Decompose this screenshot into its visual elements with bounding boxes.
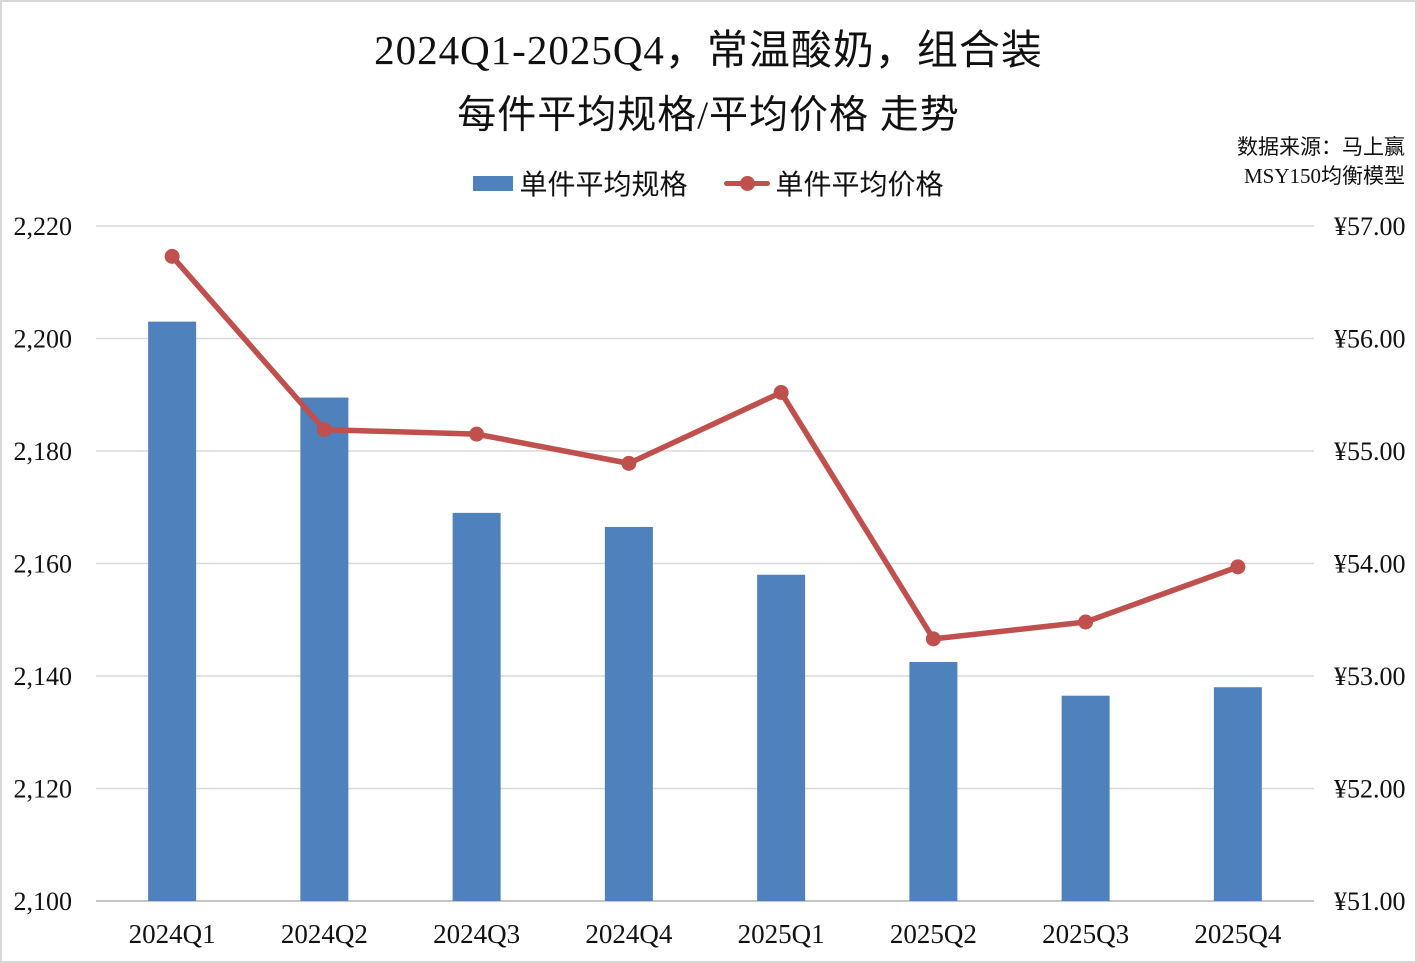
legend-item-bar-series: 单件平均规格	[473, 163, 688, 203]
price-point-2025Q2	[925, 631, 941, 647]
bar-2025Q1	[757, 574, 806, 901]
left-axis-tick-2160: 2,160	[14, 550, 73, 579]
x-axis-label-2024Q2: 2024Q2	[281, 919, 368, 949]
bar-2024Q1	[148, 321, 197, 901]
left-axis-tick-2100: 2,100	[14, 887, 73, 916]
x-axis-label-2025Q1: 2025Q1	[738, 919, 825, 949]
price-point-2025Q3	[1078, 614, 1094, 630]
bar-series-swatch-icon	[473, 175, 514, 191]
bar-2024Q4	[604, 526, 653, 901]
legend-item-line-series: 单件平均价格	[723, 163, 944, 203]
legend-bar-label: 单件平均规格	[519, 170, 688, 201]
left-axis-tick-2120: 2,120	[14, 775, 73, 804]
legend-line-label: 单件平均价格	[775, 170, 944, 201]
left-axis-tick-2200: 2,200	[14, 325, 73, 354]
bar-2024Q2	[300, 397, 349, 901]
right-axis-tick-¥57.00: ¥57.00	[1334, 212, 1406, 241]
price-point-2024Q3	[469, 426, 485, 442]
chart-title-line-2: 每件平均规格/平均价格 走势	[457, 94, 960, 137]
bar-2025Q3	[1061, 695, 1110, 901]
bar-2024Q3	[452, 512, 501, 901]
x-axis-label-2024Q3: 2024Q3	[433, 919, 520, 949]
chart-legend: 单件平均规格 单件平均价格	[2, 163, 1415, 203]
price-point-2025Q1	[773, 385, 789, 400]
data-source-line-2: MSY150均衡模型	[1243, 164, 1405, 188]
data-source-line-1: 数据来源：马上赢	[1237, 135, 1405, 159]
left-axis-tick-2180: 2,180	[14, 437, 73, 466]
price-line	[169, 253, 1241, 642]
bar-2025Q2	[909, 661, 958, 901]
x-axis-label-2024Q1: 2024Q1	[129, 919, 216, 949]
price-point-2025Q4	[1230, 559, 1246, 575]
right-axis-tick-¥52.00: ¥52.00	[1334, 775, 1406, 804]
right-axis-tick-¥53.00: ¥53.00	[1334, 662, 1406, 691]
price-point-2024Q1	[164, 248, 180, 264]
right-axis-tick-¥54.00: ¥54.00	[1334, 550, 1406, 579]
price-point-2024Q4	[621, 455, 637, 471]
x-axis-label-2025Q4: 2025Q4	[1194, 919, 1281, 949]
chart-title-line-1: 2024Q1-2025Q4，常温酸奶，组合装	[374, 27, 1043, 73]
price-point-2024Q2	[316, 422, 332, 438]
right-axis-tick-¥55.00: ¥55.00	[1334, 437, 1406, 466]
left-axis-tick-2140: 2,140	[14, 662, 73, 691]
x-axis-label-2025Q2: 2025Q2	[890, 919, 977, 949]
bar-2025Q4	[1213, 687, 1262, 901]
left-axis-tick-2220: 2,220	[14, 212, 73, 241]
right-axis-tick-¥51.00: ¥51.00	[1334, 887, 1406, 916]
line-series-marker-icon	[723, 175, 770, 191]
x-axis-label-2025Q3: 2025Q3	[1042, 919, 1129, 949]
right-axis-tick-¥56.00: ¥56.00	[1334, 325, 1406, 354]
x-axis-label-2024Q4: 2024Q4	[585, 919, 672, 949]
data-source-note: 数据来源：马上赢 MSY150均衡模型	[1237, 133, 1405, 191]
